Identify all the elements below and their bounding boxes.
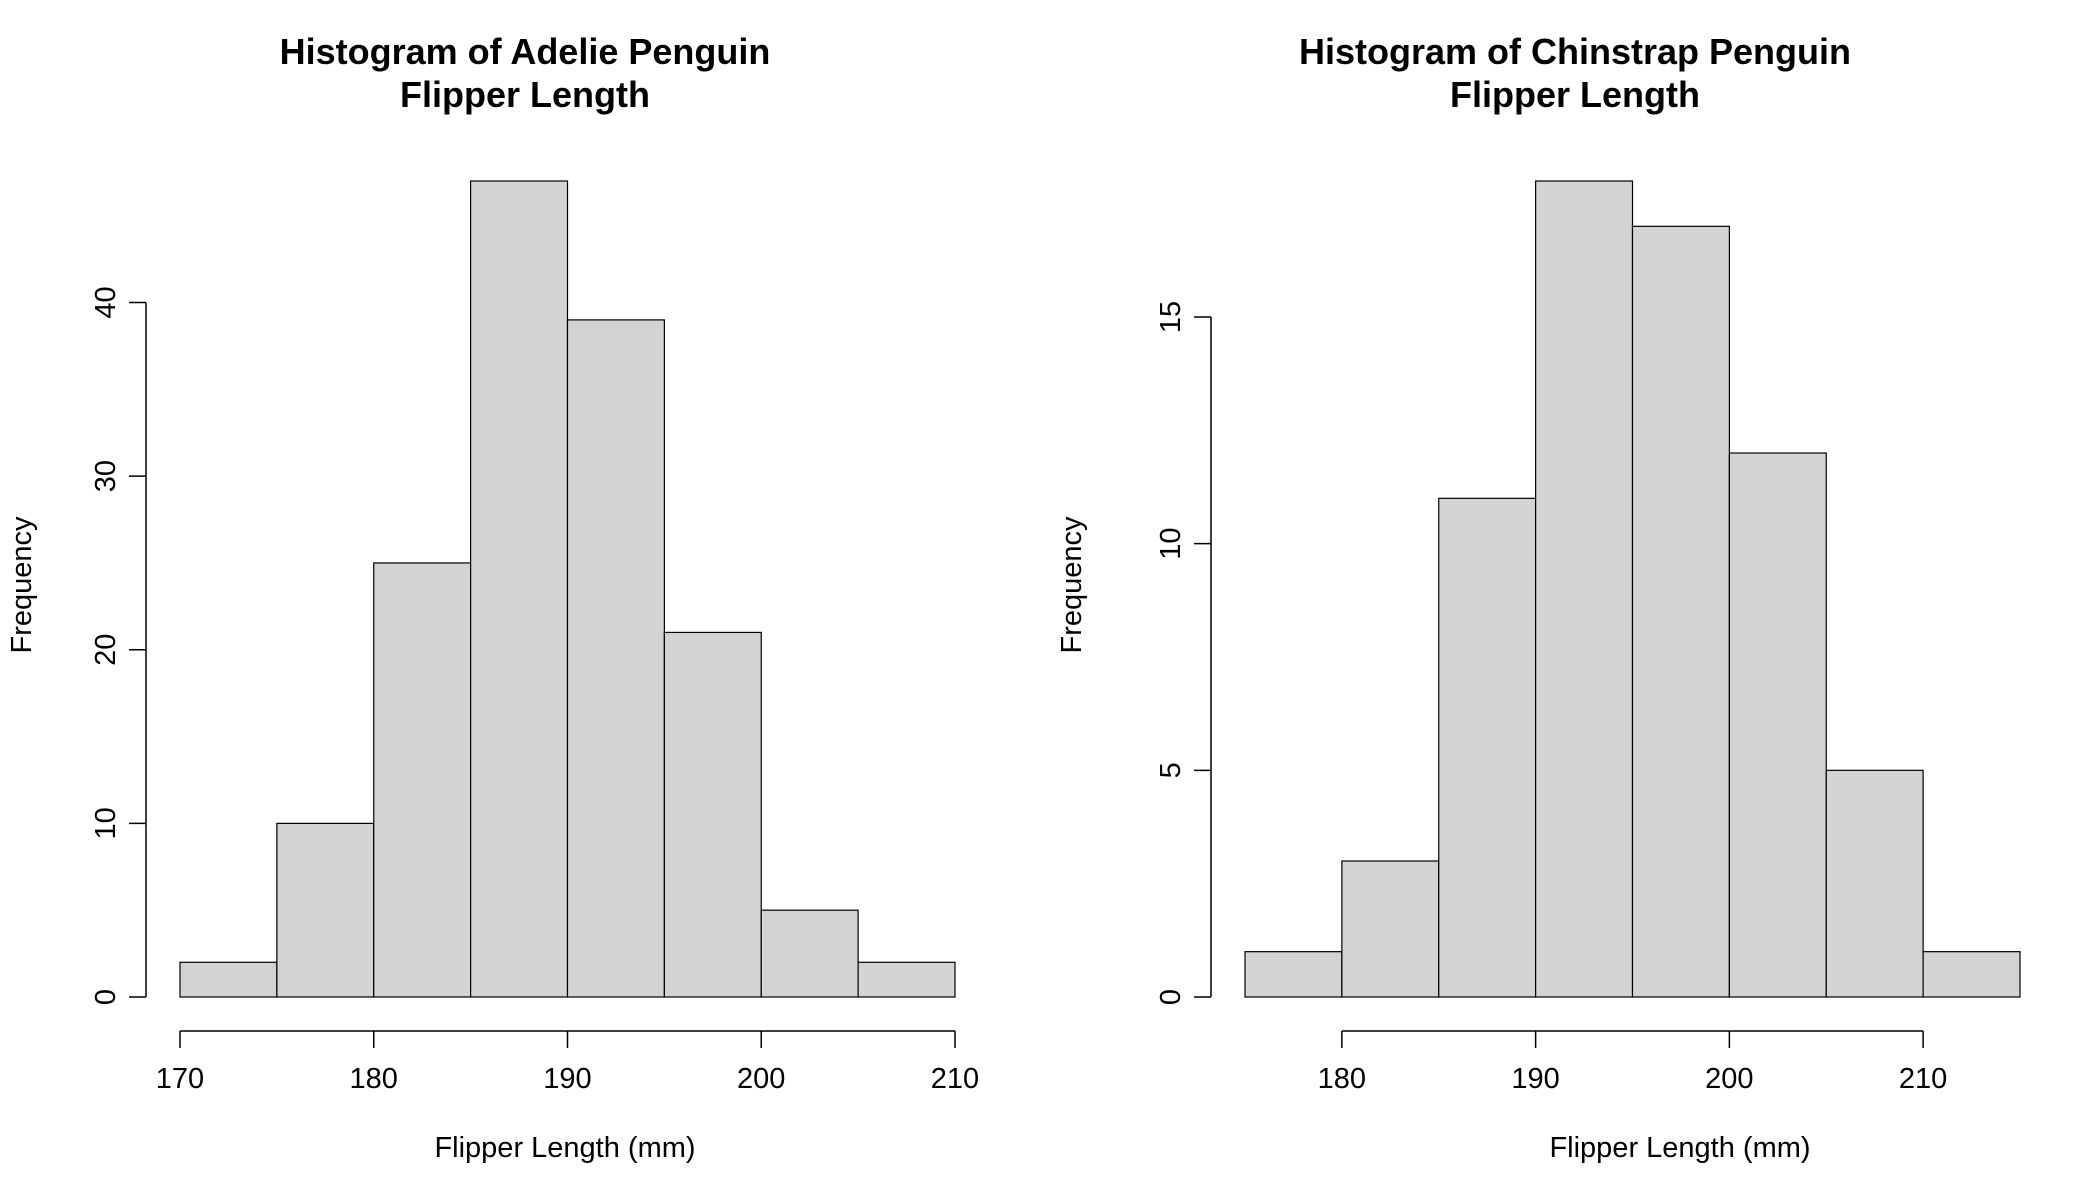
chart-title-line-1: Histogram of Adelie Penguin bbox=[279, 31, 771, 72]
histogram-bar bbox=[1728, 452, 1827, 998]
histogram-bar bbox=[1438, 497, 1537, 998]
x-tick-label: 200 bbox=[1705, 1063, 1753, 1095]
histogram-plot-chinstrap: 180 190 200 210 0 5 10 15 bbox=[1155, 180, 2021, 1095]
chart-title-line-1: Histogram of Chinstrap Penguin bbox=[1298, 31, 1852, 72]
y-tick-label: 30 bbox=[90, 460, 122, 492]
y-axis-label: Frequency bbox=[6, 516, 38, 654]
x-tick-label: 200 bbox=[737, 1063, 785, 1095]
y-tick-label: 20 bbox=[90, 634, 122, 666]
x-tick-label: 170 bbox=[156, 1063, 204, 1095]
histogram-bar bbox=[857, 961, 956, 998]
x-tick-label: 190 bbox=[543, 1063, 591, 1095]
histogram-bar bbox=[1631, 225, 1730, 998]
y-axis-label: Frequency bbox=[1056, 516, 1088, 654]
histogram-bar bbox=[1922, 951, 2021, 998]
histogram-bar bbox=[1535, 180, 1634, 998]
histogram-bar bbox=[1341, 860, 1440, 998]
x-axis-label: Flipper Length (mm) bbox=[1549, 1132, 1811, 1164]
histogram-bar bbox=[663, 631, 762, 998]
histogram-bar bbox=[179, 961, 278, 998]
histogram-bar bbox=[566, 319, 665, 998]
chart-title: Histogram of Chinstrap Penguin Flipper L… bbox=[1050, 30, 2100, 116]
x-tick-label: 190 bbox=[1511, 1063, 1559, 1095]
chart-title: Histogram of Adelie Penguin Flipper Leng… bbox=[0, 30, 1050, 116]
y-tick-label: 15 bbox=[1155, 301, 1187, 333]
histogram-panel-adelie: Histogram of Adelie Penguin Flipper Leng… bbox=[0, 30, 1050, 1164]
histogram-plot-adelie: 170 180 190 200 210 0 10 20 30 40 bbox=[90, 180, 979, 1095]
x-tick-label: 180 bbox=[350, 1063, 398, 1095]
x-axis-label: Flipper Length (mm) bbox=[434, 1132, 696, 1164]
histogram-panel-chinstrap: Histogram of Chinstrap Penguin Flipper L… bbox=[1050, 0, 2100, 1200]
y-tick-label: 0 bbox=[1155, 989, 1187, 1005]
y-tick-label: 10 bbox=[1155, 528, 1187, 560]
y-tick-label: 40 bbox=[90, 286, 122, 318]
chart-title-line-2: Flipper Length bbox=[400, 74, 650, 115]
histogram-bar bbox=[1825, 769, 1924, 998]
histogram-bar bbox=[373, 562, 472, 998]
histogram-bar bbox=[1244, 951, 1343, 998]
x-tick-label: 180 bbox=[1318, 1063, 1366, 1095]
chart-title-line-2: Flipper Length bbox=[1450, 74, 1700, 115]
y-tick-label: 0 bbox=[90, 989, 122, 1005]
y-tick-label: 5 bbox=[1155, 762, 1187, 778]
histogram-bar bbox=[470, 180, 569, 998]
histogram-bar bbox=[760, 909, 859, 998]
histogram-bar bbox=[276, 822, 375, 998]
y-tick-label: 10 bbox=[90, 807, 122, 839]
x-tick-label: 210 bbox=[931, 1063, 979, 1095]
x-tick-label: 210 bbox=[1899, 1063, 1947, 1095]
